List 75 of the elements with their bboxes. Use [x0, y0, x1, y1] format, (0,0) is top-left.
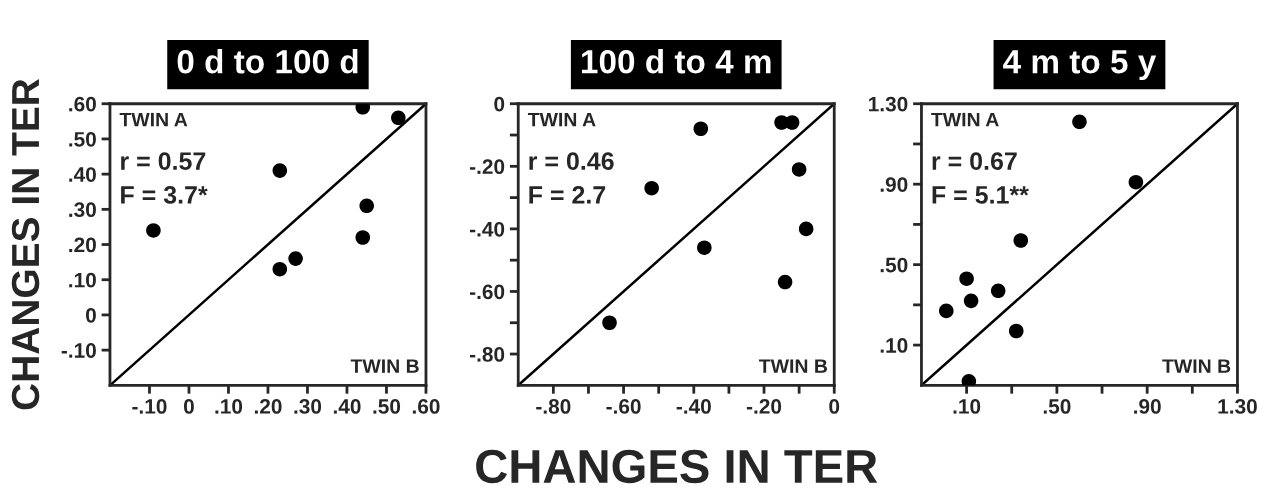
point	[288, 251, 303, 266]
point	[1008, 323, 1024, 339]
point	[355, 230, 371, 245]
point	[959, 271, 974, 287]
y-tick-label: .20	[69, 237, 96, 253]
y-tick-label: .40	[69, 167, 96, 182]
x-tick-label: -.40	[676, 399, 711, 414]
point	[1128, 174, 1144, 190]
x-tick-label: -.10	[132, 399, 167, 414]
x-tick-label: .30	[294, 399, 322, 414]
point	[359, 198, 374, 214]
point	[697, 240, 712, 255]
x-tick-label: -.80	[536, 399, 571, 414]
x-tick-label: 1.30	[1218, 399, 1257, 414]
y-tick-label: -.60	[469, 284, 505, 300]
y-tick-label: .50	[69, 131, 96, 147]
y-tick-label: .60	[69, 96, 96, 112]
y-tick-label: .10	[69, 272, 96, 288]
point	[602, 315, 617, 331]
x-tick-label: 0	[829, 399, 840, 414]
point	[272, 163, 288, 178]
point	[784, 115, 800, 130]
y-tick-label: -.40	[469, 221, 505, 237]
y-tick-label: 1.30	[869, 96, 908, 112]
x-tick-label: .10	[953, 399, 981, 414]
point	[963, 293, 979, 309]
point	[146, 223, 161, 238]
annotation: r = 0.46	[529, 152, 614, 170]
point	[1072, 114, 1087, 130]
y-tick-label: 0	[494, 96, 505, 112]
x-tick-label: -.20	[746, 399, 782, 414]
point	[798, 221, 814, 237]
x-tick-label: .90	[1134, 399, 1161, 414]
point	[1013, 233, 1029, 248]
y-tick-label: .90	[880, 177, 908, 192]
x-tick-label: .50	[1043, 399, 1071, 414]
point	[391, 110, 406, 126]
point	[644, 180, 659, 196]
annotation: TWIN B	[350, 359, 419, 373]
x-tick-label: -.60	[606, 399, 641, 414]
y-tick-label: -.20	[469, 159, 505, 175]
x-tick-label: .10	[215, 399, 243, 414]
chart-title: 4 m to 5 y	[1003, 50, 1157, 81]
annotation: F = 5.1**	[932, 186, 1029, 204]
point	[939, 303, 954, 319]
x-tick-label: .20	[254, 399, 282, 414]
point	[791, 162, 807, 177]
x-tick-label: .50	[373, 399, 401, 414]
annotation: TWIN A	[527, 112, 596, 127]
chart-title: 100 d to 4 m	[582, 49, 771, 74]
annotation: r = 0.67	[932, 152, 1017, 170]
annotation: TWIN A	[119, 112, 188, 127]
annotation: F = 2.7	[529, 186, 606, 204]
y-tick-label: -.10	[61, 343, 96, 358]
x-tick-label: .40	[333, 399, 361, 414]
point	[693, 121, 709, 137]
x-tick-label: 0	[184, 399, 194, 414]
point	[961, 374, 977, 386]
annotation: F = 3.7*	[121, 186, 208, 204]
annotation: TWIN B	[759, 359, 828, 373]
y-tick-label: -.80	[469, 347, 505, 362]
y-tick-label: .50	[880, 257, 908, 273]
y-tick-label: .10	[880, 338, 908, 353]
y-axis-title: CHANGES IN TER	[11, 78, 40, 410]
point	[990, 283, 1006, 299]
point	[777, 274, 793, 290]
annotation: TWIN A	[931, 112, 999, 127]
y-tick-label: .30	[69, 202, 96, 218]
x-tick-label: .60	[412, 399, 440, 414]
point	[272, 261, 288, 277]
annotation: TWIN B	[1162, 359, 1231, 373]
x-axis-title: CHANGES IN TER	[476, 449, 878, 484]
annotation: r = 0.57	[121, 152, 206, 170]
chart-title: 0 d to 100 d	[177, 49, 358, 74]
y-tick-label: 0	[86, 307, 96, 323]
